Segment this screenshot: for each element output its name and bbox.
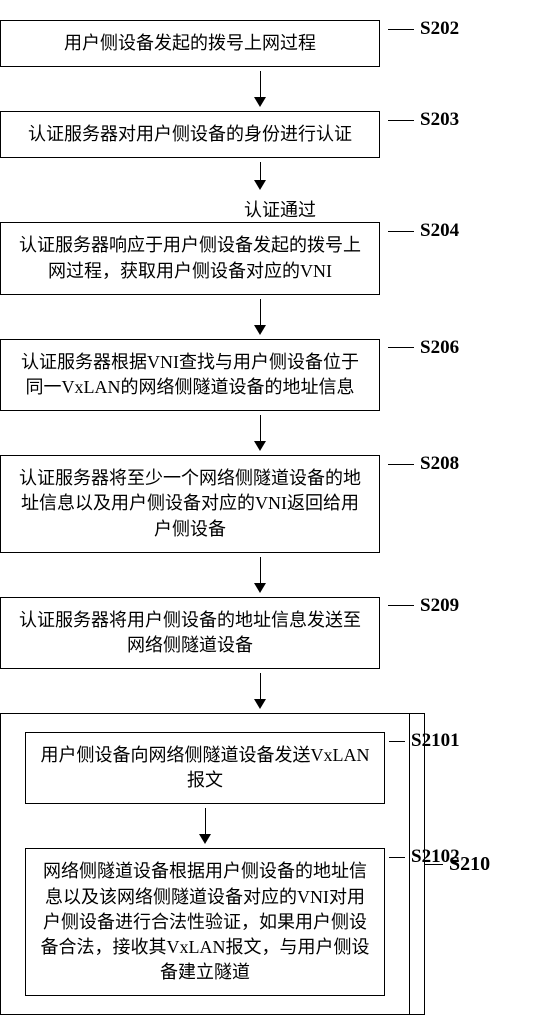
- node-s203: 认证服务器对用户侧设备的身份进行认证: [0, 111, 380, 158]
- arrow: [199, 808, 211, 844]
- label-s203: S203: [388, 109, 459, 131]
- row-s208: 认证服务器将至少一个网络侧隧道设备的地址信息以及用户侧设备对应的VNI返回给用户…: [0, 455, 520, 553]
- label-s209: S209: [388, 595, 459, 617]
- label-s2101: S2101: [389, 730, 460, 752]
- node-s208: 认证服务器将至少一个网络侧隧道设备的地址信息以及用户侧设备对应的VNI返回给用户…: [0, 455, 380, 553]
- arrow: [254, 673, 266, 709]
- row-s206: 认证服务器根据VNI查找与用户侧设备位于同一VxLAN的网络侧隧道设备的地址信息…: [0, 339, 520, 411]
- label-s2102: S2102: [389, 846, 460, 868]
- node-s2101: 用户侧设备向网络侧隧道设备发送VxLAN报文: [25, 732, 385, 804]
- node-s206: 认证服务器根据VNI查找与用户侧设备位于同一VxLAN的网络侧隧道设备的地址信息: [0, 339, 380, 411]
- arrow: [254, 71, 266, 107]
- node-s202: 用户侧设备发起的拨号上网过程: [0, 20, 380, 67]
- flowchart: 用户侧设备发起的拨号上网过程 S202 认证服务器对用户侧设备的身份进行认证 S…: [40, 20, 480, 1015]
- arrow: [254, 557, 266, 593]
- row-s210: 用户侧设备向网络侧隧道设备发送VxLAN报文 S2101 网络侧隧道设备根据用户…: [0, 713, 520, 1015]
- row-s202: 用户侧设备发起的拨号上网过程 S202: [0, 20, 520, 67]
- node-s204: 认证服务器响应于用户侧设备发起的拨号上网过程，获取用户侧设备对应的VNI: [0, 222, 380, 294]
- node-s209: 认证服务器将用户侧设备的地址信息发送至网络侧隧道设备: [0, 597, 380, 669]
- label-s202: S202: [388, 18, 459, 40]
- row-s203: 认证服务器对用户侧设备的身份进行认证 S203: [0, 111, 520, 158]
- arrow: [254, 415, 266, 451]
- node-s2102: 网络侧隧道设备根据用户侧设备的地址信息以及该网络侧隧道设备对应的VNI对用户侧设…: [25, 848, 385, 996]
- arrow: [254, 299, 266, 335]
- pass-label: 认证通过: [204, 196, 316, 222]
- label-s204: S204: [388, 220, 459, 242]
- arrow: [254, 162, 266, 190]
- row-s204: 认证服务器响应于用户侧设备发起的拨号上网过程，获取用户侧设备对应的VNI S20…: [0, 222, 520, 294]
- label-s208: S208: [388, 453, 459, 475]
- row-s209: 认证服务器将用户侧设备的地址信息发送至网络侧隧道设备 S209: [0, 597, 520, 669]
- group-s210: 用户侧设备向网络侧隧道设备发送VxLAN报文 S2101 网络侧隧道设备根据用户…: [0, 713, 410, 1015]
- label-s206: S206: [388, 337, 459, 359]
